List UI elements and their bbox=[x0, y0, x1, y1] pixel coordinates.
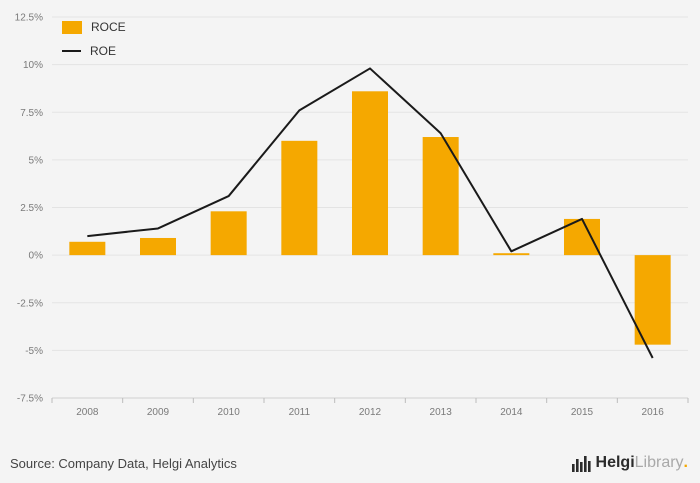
brand-dot: . bbox=[683, 454, 688, 471]
brand-library: Library bbox=[634, 454, 684, 471]
x-tick-label: 2016 bbox=[642, 407, 665, 418]
x-tick-label: 2011 bbox=[289, 407, 311, 418]
y-tick-label: 0% bbox=[29, 251, 44, 262]
helgi-library-logo: HelgiLibrary. bbox=[571, 454, 688, 472]
x-tick-label: 2014 bbox=[500, 407, 523, 418]
bar-2014 bbox=[493, 253, 530, 256]
roce-swatch-icon bbox=[62, 20, 82, 34]
chart-canvas: -7.5% -5% -2.5% 0% 2.5% 5% 7.5% 10% 12.5% 2008 200… bbox=[15, 13, 689, 418]
y-tick-label: -7.5% bbox=[17, 394, 43, 405]
bar-chart-logo-icon bbox=[571, 455, 591, 472]
bar-2011 bbox=[281, 140, 318, 256]
roe-line bbox=[87, 67, 654, 359]
x-tick-label: 2012 bbox=[359, 407, 382, 418]
bar-2008 bbox=[69, 241, 106, 256]
legend-item-roe: ROE bbox=[62, 44, 126, 58]
legend-item-roce: ROCE bbox=[62, 20, 126, 34]
y-tick-label: 2.5% bbox=[20, 203, 43, 214]
source-text: Source: Company Data, Helgi Analytics bbox=[10, 455, 237, 471]
bar-2016 bbox=[634, 255, 671, 345]
footer: Source: Company Data, Helgi Analytics He… bbox=[0, 443, 700, 483]
x-tick-label: 2015 bbox=[571, 407, 594, 418]
bar-2013 bbox=[422, 137, 459, 256]
legend-label-roe: ROE bbox=[90, 44, 117, 58]
y-tick-label: 7.5% bbox=[20, 108, 43, 119]
x-tick-label: 2010 bbox=[218, 407, 241, 418]
y-tick-label: 5% bbox=[29, 155, 44, 166]
y-tick-label: 12.5% bbox=[15, 13, 43, 24]
chart-area: -7.5% -5% -2.5% 0% 2.5% 5% 7.5% 10% 12.5% 2008 200… bbox=[15, 13, 689, 418]
x-tick-label: 2013 bbox=[430, 407, 453, 418]
y-tick-label: -2.5% bbox=[17, 298, 43, 309]
brand-helgi: Helgi bbox=[595, 454, 635, 471]
x-tick-label: 2009 bbox=[147, 407, 170, 418]
x-tick-label: 2008 bbox=[76, 407, 99, 418]
roe-swatch-icon bbox=[62, 50, 81, 52]
chart-legend: ROCE ROE bbox=[62, 20, 126, 58]
bar-2009 bbox=[140, 237, 176, 256]
y-tick-label: 10% bbox=[23, 60, 43, 71]
bar-2012 bbox=[352, 91, 388, 256]
legend-label-roce: ROCE bbox=[91, 20, 126, 34]
bar-2010 bbox=[210, 211, 247, 256]
y-tick-label: -5% bbox=[25, 346, 43, 357]
